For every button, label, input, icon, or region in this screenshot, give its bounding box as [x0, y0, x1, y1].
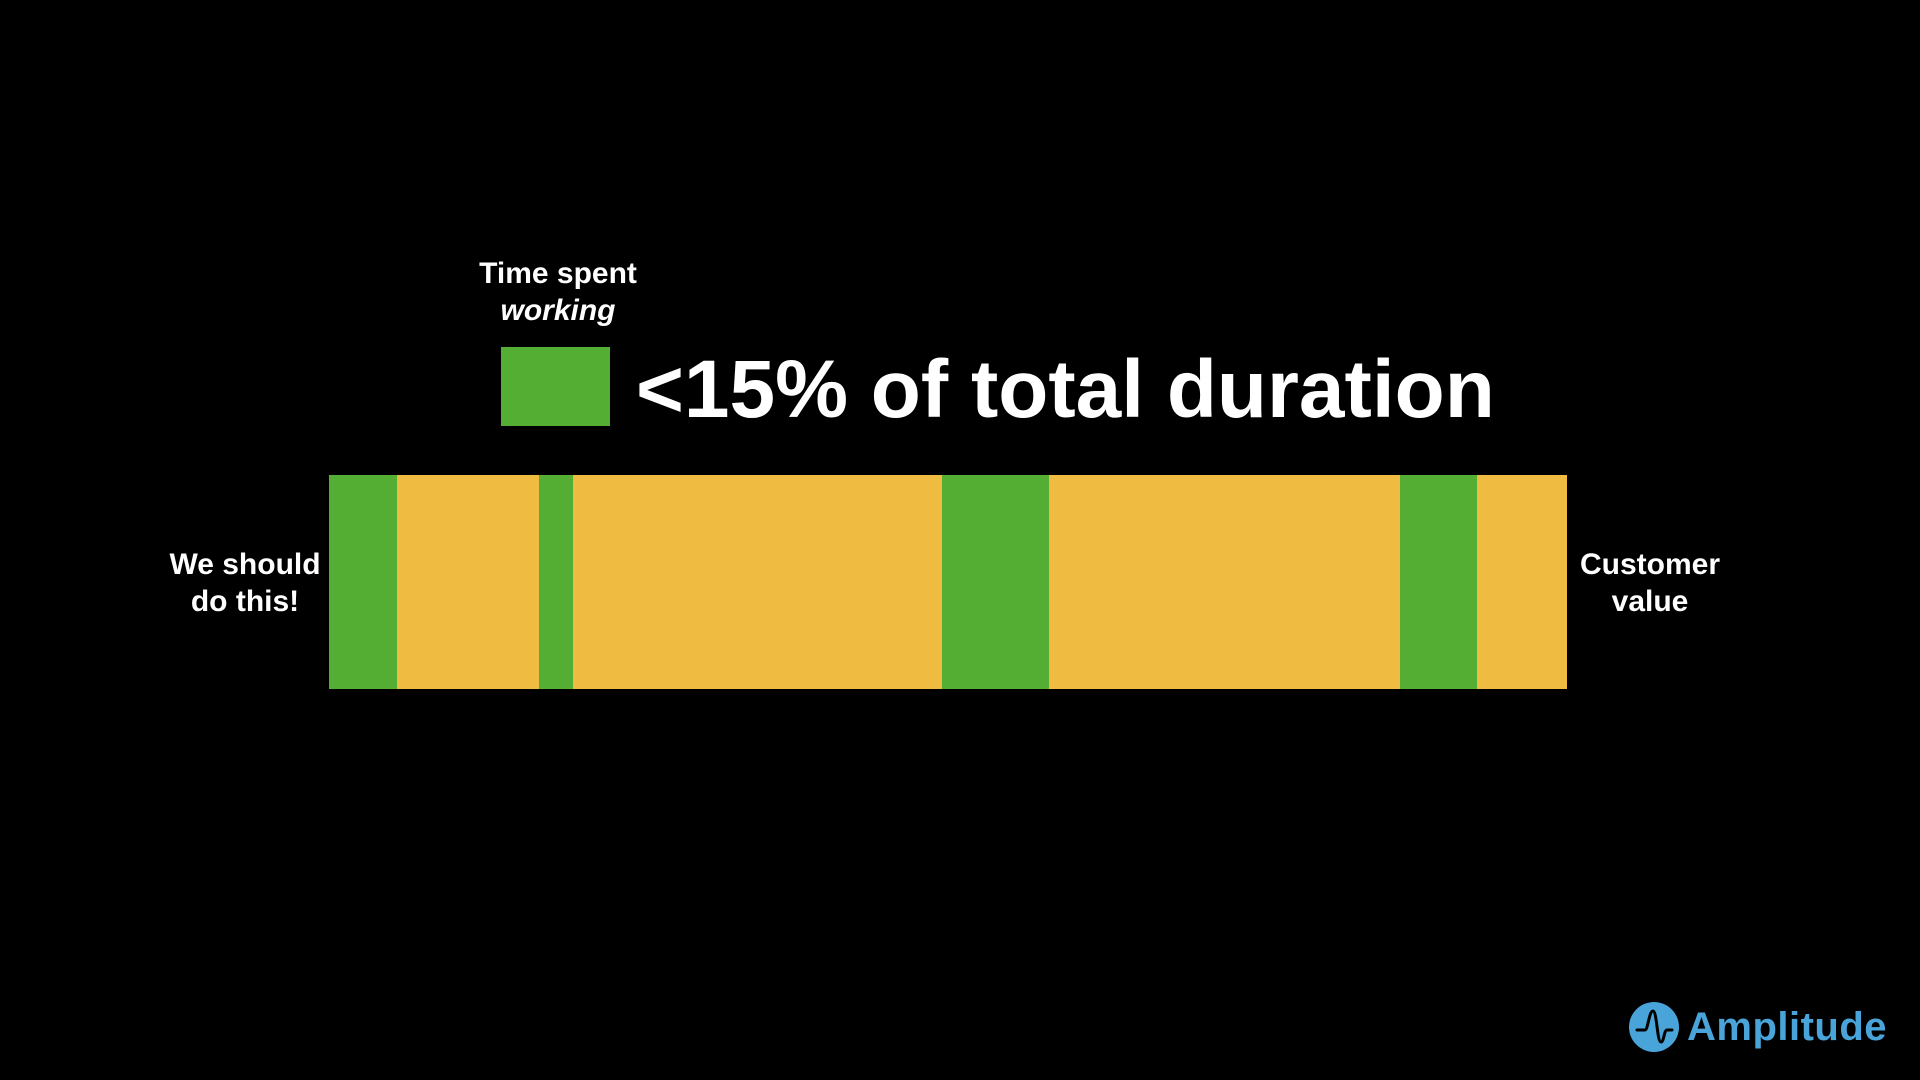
segment-working-1 — [329, 475, 398, 689]
end-label-line1: Customer — [1579, 548, 1721, 581]
end-label-line2: value — [1611, 585, 1689, 618]
legend-swatch-working — [501, 347, 610, 426]
segment-waiting-8 — [1476, 475, 1567, 689]
start-label-line1: We should — [169, 548, 321, 581]
legend-label-line1: Time spent — [479, 257, 637, 290]
segment-working-7 — [1399, 475, 1477, 689]
start-label-line2: do this! — [190, 585, 300, 618]
segment-waiting-2 — [397, 475, 540, 689]
headline: <15% of total duration — [636, 344, 1495, 435]
segment-working-5 — [941, 475, 1050, 689]
segment-waiting-4 — [572, 475, 942, 689]
segment-waiting-6 — [1049, 475, 1400, 689]
end-label: Customer value — [1550, 546, 1750, 620]
amplitude-logo-text: Amplitude — [1687, 1004, 1888, 1049]
legend-label: Time spent working — [458, 255, 658, 329]
timeline-bar — [329, 475, 1567, 689]
segment-working-3 — [539, 475, 573, 689]
amplitude-logo: Amplitude — [1629, 1002, 1887, 1052]
amplitude-logo-icon — [1629, 1002, 1679, 1052]
start-label: We should do this! — [145, 546, 345, 620]
legend-label-line2: working — [500, 294, 616, 327]
